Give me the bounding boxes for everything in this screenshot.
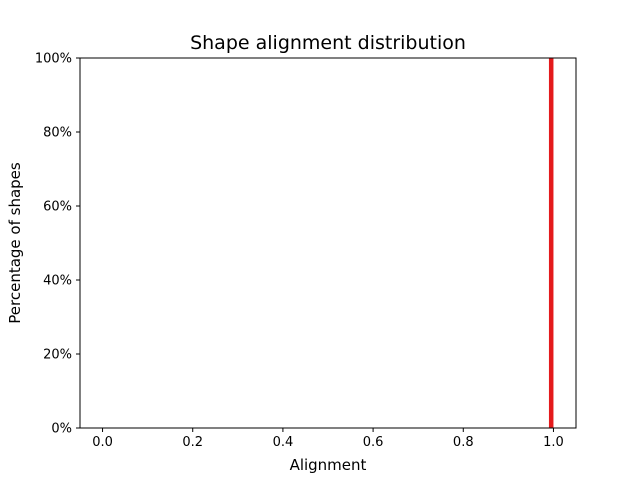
y-tick-label: 100% [35, 52, 72, 67]
x-axis-ticks: 0.0 0.2 0.4 0.6 0.8 1.0 [92, 428, 564, 450]
x-tick-label: 0.4 [273, 435, 294, 450]
x-tick-label: 0.0 [92, 435, 113, 450]
y-tick-label: 20% [43, 348, 72, 363]
y-tick-label: 40% [43, 274, 72, 289]
histogram-bar-0 [548, 58, 554, 428]
x-tick-label: 0.2 [182, 435, 203, 450]
y-axis-ticks: 0% 20% 40% 60% 80% 100% [35, 52, 80, 437]
y-tick-label: 60% [43, 200, 72, 215]
chart-title: Shape alignment distribution [190, 32, 466, 54]
x-tick-label: 0.6 [363, 435, 384, 450]
y-axis-label: Percentage of shapes [6, 162, 24, 324]
x-axis-label: Alignment [290, 456, 367, 474]
plot-frame [79, 57, 577, 429]
x-tick-label: 0.8 [453, 435, 474, 450]
y-tick-label: 80% [43, 126, 72, 141]
x-tick-label: 1.0 [543, 435, 564, 450]
bars-group [548, 58, 554, 428]
y-tick-label: 0% [51, 422, 72, 437]
